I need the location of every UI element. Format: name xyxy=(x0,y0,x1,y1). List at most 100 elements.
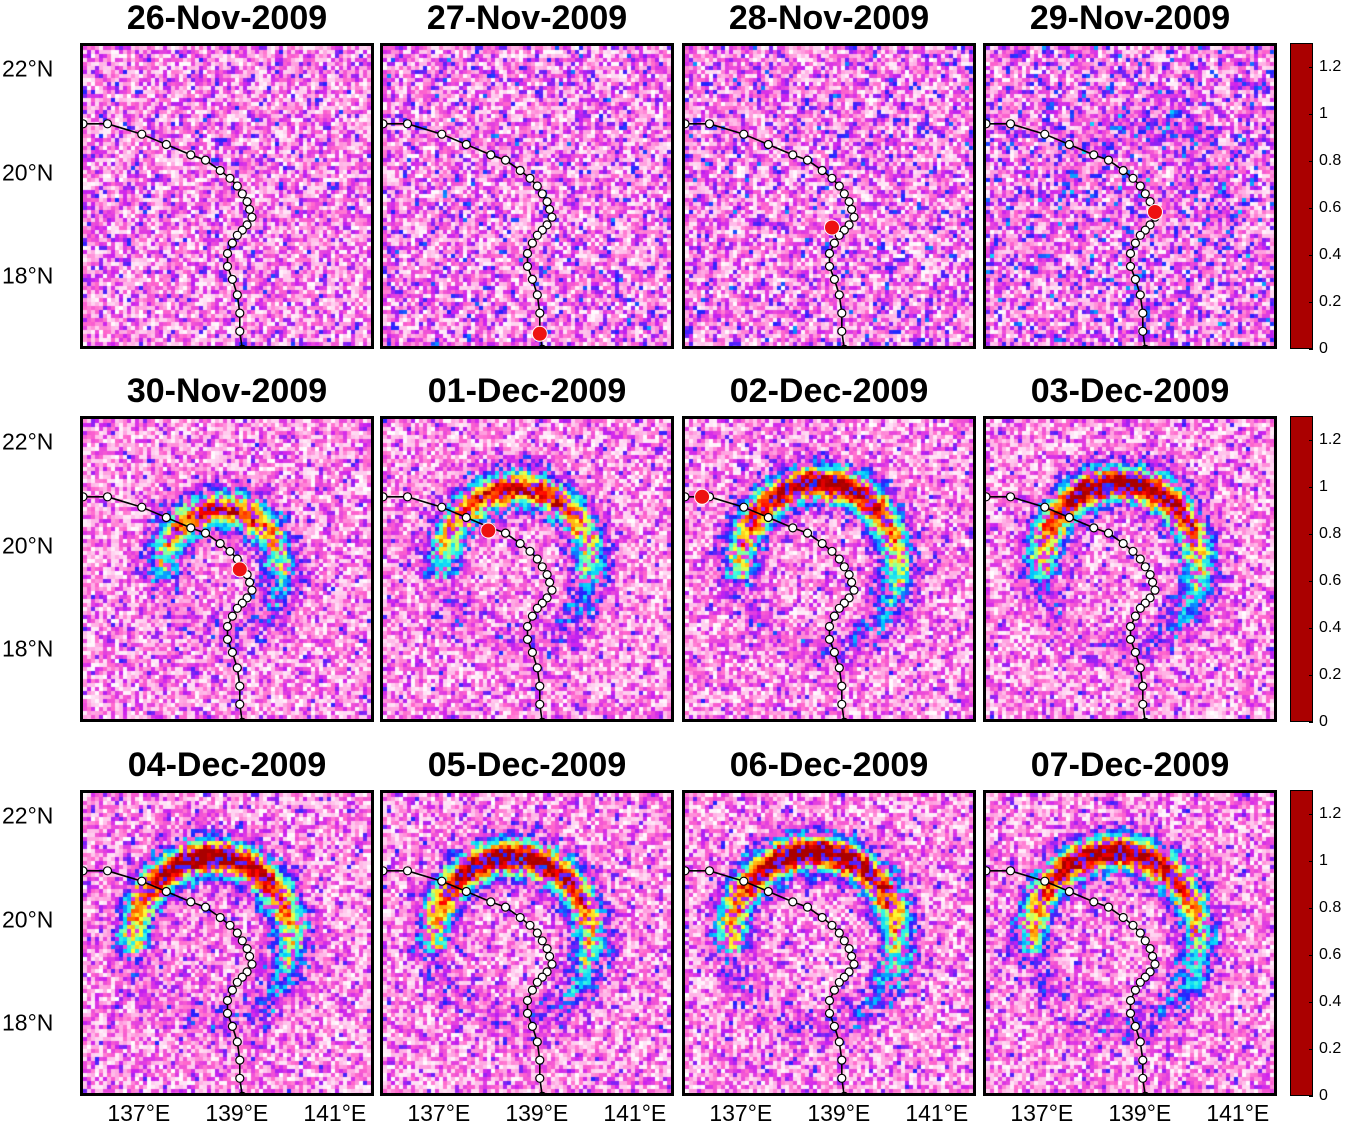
track-overlay xyxy=(986,866,1160,1093)
track-point xyxy=(500,155,511,165)
track-point xyxy=(1148,577,1158,587)
track-point xyxy=(827,546,837,556)
track-point xyxy=(1128,546,1138,556)
track-point xyxy=(829,1021,839,1031)
track-point xyxy=(547,212,557,222)
track-point xyxy=(535,1073,545,1083)
map-panel xyxy=(682,790,976,1096)
y-tick-label: 20°N xyxy=(2,532,54,559)
track-point xyxy=(245,951,255,961)
track-point xyxy=(437,502,447,512)
track-point xyxy=(515,538,525,549)
track-point xyxy=(525,546,535,556)
track-point xyxy=(1064,512,1074,523)
colorbar-tick-mark xyxy=(1309,301,1313,303)
colorbar xyxy=(1290,790,1313,1096)
track-point xyxy=(186,897,196,907)
current-position-marker xyxy=(694,488,711,505)
track-point xyxy=(161,512,171,523)
track-point xyxy=(841,344,848,346)
track-point xyxy=(1142,344,1149,346)
track-point xyxy=(1140,936,1150,946)
track-point xyxy=(1125,621,1136,632)
heatmap-field xyxy=(383,419,671,719)
current-position-marker xyxy=(480,522,497,539)
track-point xyxy=(837,308,847,318)
colorbar-tick-mark xyxy=(1309,907,1313,909)
track-overlay xyxy=(685,866,859,1093)
track-point xyxy=(232,290,242,300)
y-tick-label: 18°N xyxy=(2,635,54,662)
track-point xyxy=(237,189,247,199)
panel-title: 05-Dec-2009 xyxy=(427,746,627,784)
colorbar-tick-label: 0.8 xyxy=(1319,524,1342,542)
colorbar-tick-label: 0.4 xyxy=(1319,618,1342,636)
typhoon-track-line xyxy=(383,123,553,346)
track-point xyxy=(824,995,835,1006)
track-point xyxy=(1128,173,1138,183)
track-point xyxy=(824,621,835,632)
track-point xyxy=(1130,611,1140,621)
track-point xyxy=(222,248,233,259)
colorbar-tick-mark xyxy=(1309,1096,1313,1097)
track-point xyxy=(824,1008,835,1018)
track-point xyxy=(824,248,835,259)
track-point xyxy=(383,866,388,876)
track-point xyxy=(1118,538,1128,549)
track-point xyxy=(227,611,237,621)
colorbar-tick-mark xyxy=(1309,254,1313,256)
track-point xyxy=(817,538,827,549)
track-point xyxy=(837,326,847,336)
typhoon-track-line xyxy=(685,123,855,346)
map-panel xyxy=(983,43,1277,349)
track-point xyxy=(1148,951,1158,961)
colorbar-tick-label: 0.8 xyxy=(1319,151,1342,169)
track-point xyxy=(1089,897,1099,907)
track-point xyxy=(232,181,242,191)
heatmap-field xyxy=(383,46,671,346)
track-point xyxy=(547,585,557,595)
track-point xyxy=(545,951,555,961)
track-overlay xyxy=(83,492,257,719)
track-point xyxy=(245,204,255,214)
track-point xyxy=(1140,562,1150,572)
track-point xyxy=(834,1037,844,1047)
map-panel xyxy=(380,43,674,349)
track-point xyxy=(1040,876,1050,886)
colorbar-tick-label: 1.2 xyxy=(1319,430,1342,448)
panel-title: 06-Dec-2009 xyxy=(729,746,929,784)
x-tick-label: 139°E xyxy=(1108,1100,1172,1126)
track-point xyxy=(1005,866,1016,876)
track-point xyxy=(527,611,537,621)
track-point xyxy=(161,139,171,150)
heatmap-field xyxy=(83,419,371,719)
track-point xyxy=(1103,155,1114,165)
track-point xyxy=(1128,920,1138,930)
track-point xyxy=(383,119,388,129)
track-point xyxy=(704,119,715,129)
track-point xyxy=(829,647,839,657)
track-point xyxy=(200,902,211,912)
track-point xyxy=(83,492,88,502)
colorbar-tick-mark xyxy=(1309,486,1313,488)
track-point xyxy=(525,173,535,183)
track-point xyxy=(461,512,471,523)
heatmap-field xyxy=(685,46,973,346)
track-point xyxy=(222,995,233,1006)
colorbar-tick-mark xyxy=(1309,160,1313,162)
track-point xyxy=(547,959,557,969)
track-point xyxy=(522,634,533,644)
colorbar-tick-label: 0 xyxy=(1319,1087,1328,1104)
colorbar-tick-label: 0.8 xyxy=(1319,898,1342,916)
track-point xyxy=(545,204,555,214)
heatmap-field xyxy=(986,46,1274,346)
y-tick-label: 18°N xyxy=(2,262,54,289)
track-point xyxy=(537,562,547,572)
track-point xyxy=(461,139,471,150)
map-panel xyxy=(983,416,1277,722)
track-point xyxy=(1138,326,1148,336)
track-point xyxy=(402,866,413,876)
track-point xyxy=(225,920,235,930)
colorbar-tick-label: 0.6 xyxy=(1319,571,1342,589)
